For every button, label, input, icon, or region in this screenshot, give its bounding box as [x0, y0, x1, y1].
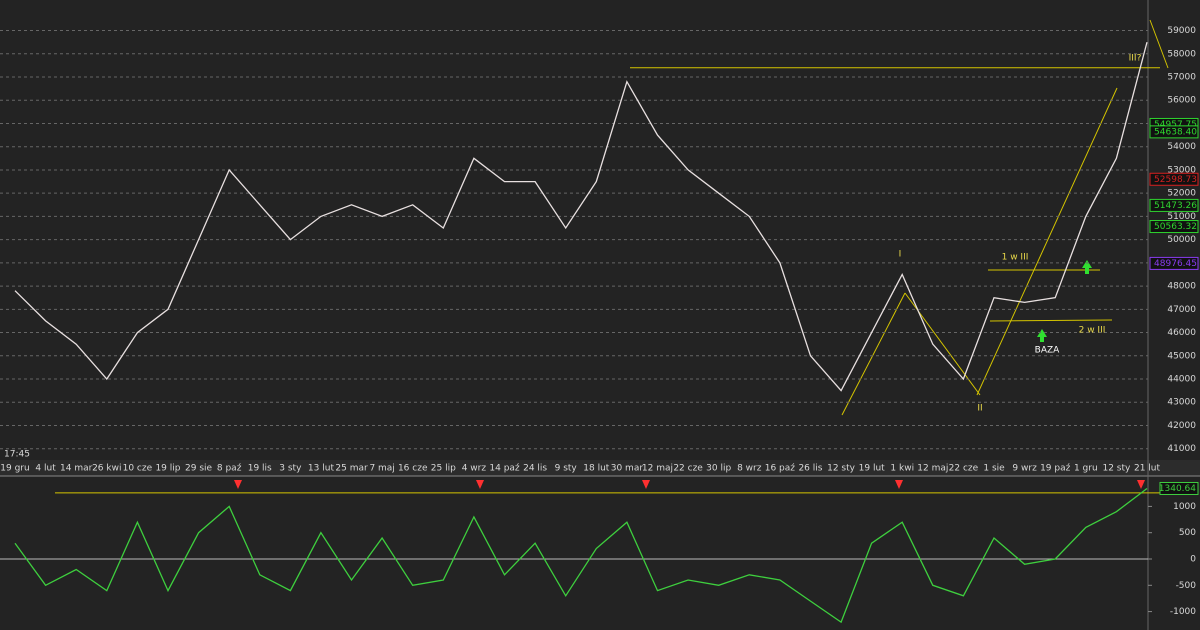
y-tick-label: 54000: [1167, 142, 1196, 152]
x-tick-label: 1 gru: [1074, 464, 1098, 474]
level-label: 50563.32: [1154, 222, 1197, 232]
x-tick-label: 9 sty: [555, 464, 578, 474]
annotation: BAZA: [1035, 346, 1060, 356]
x-tick-label: 24 lis: [523, 464, 547, 474]
y-tick-label: 0: [1190, 554, 1196, 564]
level-label: 54638.40: [1154, 127, 1197, 137]
x-tick-label: 12 maj: [642, 464, 673, 474]
x-tick-label: 26 kwi: [92, 464, 121, 474]
x-tick-label: 1 kwi: [890, 464, 914, 474]
level-label-box: [1149, 220, 1199, 234]
y-tick-label: 46000: [1167, 328, 1196, 338]
x-tick-label: 12 sty: [827, 464, 856, 474]
x-tick-label: 29 sie: [185, 464, 213, 474]
trend-lines: [841, 19, 1169, 416]
y-tick-label: -500: [1176, 581, 1197, 591]
y-tick-label: 48000: [1167, 282, 1196, 292]
y-tick-label: 51000: [1167, 212, 1196, 222]
y-tick-label: 1000: [1173, 502, 1196, 512]
x-tick-label: 30 lip: [706, 464, 731, 474]
level-label: 52598.73: [1154, 175, 1197, 185]
annotation: I: [899, 250, 902, 260]
value-label: 1340.64: [1159, 484, 1196, 494]
level-label: 54957.75: [1154, 120, 1197, 130]
annotation: 1 w III: [1002, 253, 1029, 263]
x-tick-label: 4 wrz: [462, 464, 487, 474]
time-label: 17:45: [4, 450, 30, 460]
x-tick-label: 16 paź: [765, 464, 796, 474]
x-tick-label: 14 paź: [489, 464, 520, 474]
series-line: [14, 42, 1148, 392]
y-tick-label: -1000: [1170, 607, 1196, 617]
y-tick-label: 57000: [1167, 73, 1196, 83]
x-tick-label: 8 paź: [217, 464, 242, 474]
y-tick-label: 41000: [1167, 444, 1196, 454]
x-tick-label: 19 lip: [155, 464, 180, 474]
x-tick-label: 8 wrz: [737, 464, 762, 474]
y-tick-label: 58000: [1167, 49, 1196, 59]
x-tick-label: 25 lip: [431, 464, 456, 474]
x-tick-label: 19 paź: [1040, 464, 1071, 474]
level-label: 51473.26: [1154, 201, 1197, 211]
y-tick-label: 42000: [1167, 421, 1196, 431]
value-box: [1159, 481, 1199, 495]
y-tick-label: 44000: [1167, 375, 1196, 385]
x-tick-label: 9 wrz: [1012, 464, 1037, 474]
y-tick-label: 47000: [1167, 305, 1196, 315]
level-label-box: [1149, 125, 1199, 139]
y-tick-label: 500: [1179, 528, 1196, 538]
y-tick-label: 52000: [1167, 189, 1196, 199]
x-tick-label: 16 cze: [398, 464, 428, 474]
y-tick-label: 59000: [1167, 26, 1196, 36]
x-tick-label: 22 cze: [949, 464, 979, 474]
x-axis-strip: [0, 460, 1200, 476]
x-tick-label: 10 cze: [123, 464, 153, 474]
y-tick-label: 45000: [1167, 351, 1196, 361]
level-label-box: [1149, 172, 1199, 186]
annotation: 2 w III: [1079, 326, 1106, 336]
x-tick-label: 13 lut: [308, 464, 335, 474]
x-tick-label: 12 maj: [917, 464, 948, 474]
buy-arrows: [1037, 260, 1092, 342]
x-tick-label: 21 lut: [1134, 464, 1161, 474]
x-tick-label: 3 sty: [279, 464, 302, 474]
level-label-box: [1149, 256, 1199, 270]
level-label-box: [1149, 198, 1199, 212]
x-tick-label: 19 lut: [859, 464, 886, 474]
y-tick-label: 43000: [1167, 398, 1196, 408]
series-line: [14, 487, 1148, 624]
x-tick-label: 12 sty: [1102, 464, 1131, 474]
level-label: 48976.45: [1154, 259, 1197, 269]
y-tick-label: 53000: [1167, 165, 1196, 175]
x-tick-label: 4 lut: [35, 464, 56, 474]
x-tick-label: 18 lut: [583, 464, 610, 474]
y-tick-label: 50000: [1167, 235, 1196, 245]
x-tick-label: 25 mar: [335, 464, 368, 474]
x-tick-label: 26 lis: [798, 464, 822, 474]
annotation: II: [977, 404, 982, 414]
x-tick-label: 14 mar: [60, 464, 93, 474]
x-tick-label: 22 cze: [673, 464, 703, 474]
annotation: III?: [1129, 54, 1142, 64]
x-tick-label: 19 gru: [0, 464, 29, 474]
y-tick-label: 56000: [1167, 96, 1196, 106]
x-tick-label: 7 maj: [369, 464, 394, 474]
x-tick-label: 19 lis: [248, 464, 272, 474]
x-tick-label: 1 sie: [983, 464, 1005, 474]
signal-arrows: [234, 480, 1145, 489]
x-tick-label: 30 mar: [611, 464, 644, 474]
